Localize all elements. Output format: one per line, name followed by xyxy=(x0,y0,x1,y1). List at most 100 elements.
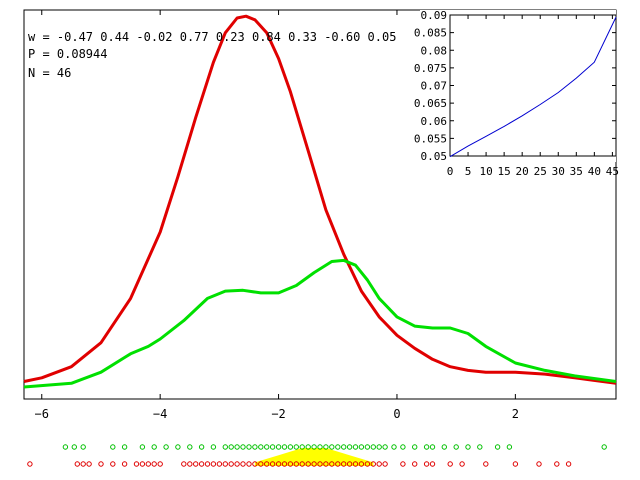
inset-y-tick-label: 0.05 xyxy=(421,150,448,163)
green-rug-point xyxy=(305,444,311,450)
inset-y-tick-label: 0.08 xyxy=(421,44,448,57)
red-rug-point xyxy=(216,461,223,467)
inset-x-tick-label: 35 xyxy=(570,165,583,178)
green-rug-point xyxy=(110,444,116,450)
green-rug-point xyxy=(323,444,329,450)
red-rug-point xyxy=(293,461,299,467)
red-rug-point xyxy=(228,461,234,467)
p-value-annotation: P = 0.08944 xyxy=(28,47,107,61)
red-rug-point xyxy=(86,461,92,467)
red-rug-point xyxy=(139,461,146,467)
rug-plot xyxy=(27,444,607,467)
red-rug-point xyxy=(429,461,436,467)
green-rug-point xyxy=(364,444,371,450)
red-rug-point xyxy=(329,461,335,467)
red-rug-point xyxy=(193,461,199,467)
inset-y-tick-label: 0.085 xyxy=(414,27,447,40)
inset-x-tick-label: 25 xyxy=(534,165,547,178)
red-rug-point xyxy=(358,461,365,467)
red-rug-point xyxy=(240,461,246,467)
red-rug-point xyxy=(121,461,128,467)
red-rug-point xyxy=(74,461,81,467)
inset-y-tick-label: 0.055 xyxy=(414,132,447,145)
green-rug-point xyxy=(252,444,258,450)
inset-series-group xyxy=(449,16,617,158)
red-rug-point xyxy=(341,461,347,467)
red-rug-point xyxy=(376,461,382,467)
green-rug-point xyxy=(506,444,513,450)
green-rug-point xyxy=(210,444,217,450)
red-rug-point xyxy=(246,461,252,467)
green-rug-point xyxy=(358,444,365,450)
main-x-ticks: −6 −4 −2 0 2 xyxy=(35,10,519,421)
green-rug-point xyxy=(601,444,607,450)
green-rug-point xyxy=(281,444,288,450)
green-rug-point xyxy=(269,444,276,450)
inset-ticks: 0.05 0.055 0.06 0.065 0.07 0.075 0.08 0.085 0.09… xyxy=(414,9,619,178)
inset-chart: 0.05 0.055 0.06 0.065 0.07 0.075 0.08 0.085 0.09… xyxy=(414,9,619,178)
green-rug-point xyxy=(311,444,317,450)
green-rug-point xyxy=(329,444,335,450)
red-rug-point xyxy=(483,461,489,467)
inset-y-tick-label: 0.07 xyxy=(421,80,448,93)
red-rug-point xyxy=(335,461,341,467)
red-rug-point xyxy=(222,461,229,467)
red-rug-point xyxy=(157,461,163,467)
red-rug-point xyxy=(275,461,282,467)
green-rug-point xyxy=(352,444,359,450)
red-rug-point xyxy=(364,461,371,467)
green-rug-point xyxy=(317,444,323,450)
red-rug-point xyxy=(281,461,288,467)
red-rug-point xyxy=(317,461,323,467)
green-rug-point xyxy=(477,444,483,450)
red-rug-point xyxy=(110,461,116,467)
green-rug-point xyxy=(151,444,157,450)
green-rug-point xyxy=(234,444,240,450)
inset-x-tick-label: 10 xyxy=(479,165,492,178)
green-rug-point xyxy=(80,444,86,450)
red-rug-point xyxy=(447,461,453,467)
red-rug-point xyxy=(400,461,406,467)
green-rug-point xyxy=(346,444,353,450)
red-rug-point xyxy=(346,461,353,467)
x-tick-label: −4 xyxy=(153,407,167,421)
inset-blue-line xyxy=(449,16,617,158)
green-rug-point xyxy=(341,444,347,450)
inset-x-tick-label: 20 xyxy=(516,165,529,178)
main-series-group xyxy=(23,14,617,389)
red-rug-point xyxy=(187,461,193,467)
green-rug-point xyxy=(494,444,501,450)
green-rug-point xyxy=(222,444,229,450)
green-rug-point xyxy=(412,444,418,450)
inset-background xyxy=(420,10,616,162)
inset-x-tick-label: 45 xyxy=(606,165,619,178)
main-plot-border xyxy=(23,9,617,400)
red-rug-point xyxy=(287,461,294,467)
main-plot-area xyxy=(23,9,617,400)
green-rug-point xyxy=(465,444,471,450)
red-rug-point xyxy=(198,461,205,467)
green-rug-point xyxy=(299,444,305,450)
green-rug-point xyxy=(400,444,406,450)
inset-x-tick-label: 15 xyxy=(498,165,511,178)
red-rug-point xyxy=(80,461,86,467)
red-rug-point xyxy=(145,461,152,467)
inset-x-tick-label: 0 xyxy=(447,165,454,178)
red-rug-point xyxy=(269,461,276,467)
x-tick-label: −6 xyxy=(35,407,49,421)
red-rug-point xyxy=(512,461,519,467)
green-rug-point xyxy=(391,444,397,450)
red-rug-point xyxy=(204,461,211,467)
green-rug-point xyxy=(335,444,341,450)
green-rug-point xyxy=(121,444,128,450)
red-rug-point xyxy=(536,461,542,467)
green-rug-point xyxy=(71,444,78,450)
red-rug-point xyxy=(352,461,359,467)
inset-x-tick-label: 5 xyxy=(465,165,472,178)
red-rug-point xyxy=(151,461,157,467)
green-rug-point xyxy=(264,444,270,450)
red-rug-point xyxy=(98,461,104,467)
red-rug-point xyxy=(264,461,270,467)
